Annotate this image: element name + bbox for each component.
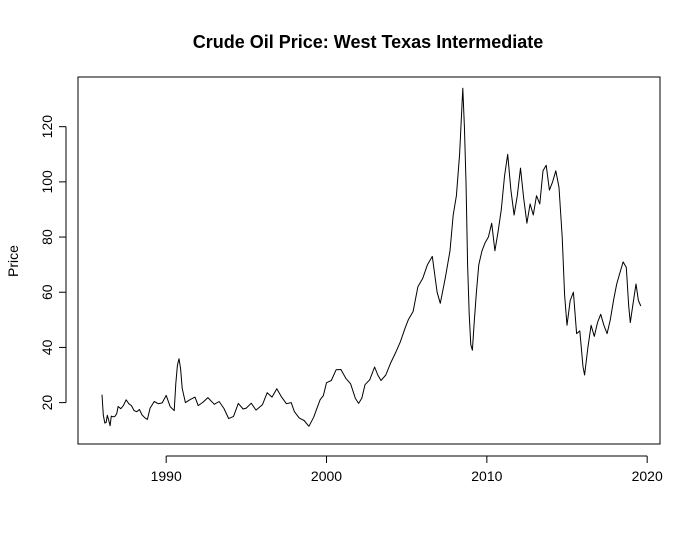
y-tick-label: 40 <box>39 339 55 355</box>
price-series-line <box>101 87 642 427</box>
y-tick-label: 80 <box>39 229 55 245</box>
x-axis: 1990 2000 2010 2020 <box>151 455 663 484</box>
x-tick-label: 2020 <box>632 468 663 484</box>
plot-area-frame <box>77 76 661 445</box>
y-tick-label: 120 <box>39 115 55 139</box>
y-axis-label: Price <box>5 245 21 277</box>
y-tick-label: 20 <box>39 395 55 411</box>
x-tick-label: 2000 <box>311 468 342 484</box>
y-tick-label: 60 <box>39 284 55 300</box>
y-tick-label: 100 <box>39 170 55 194</box>
series-layer <box>101 87 642 427</box>
y-axis: 20 40 60 80 100 120 <box>39 115 67 411</box>
x-tick-label: 1990 <box>151 468 182 484</box>
x-tick-label: 2010 <box>471 468 502 484</box>
chart-title: Crude Oil Price: West Texas Intermediate <box>193 32 543 52</box>
